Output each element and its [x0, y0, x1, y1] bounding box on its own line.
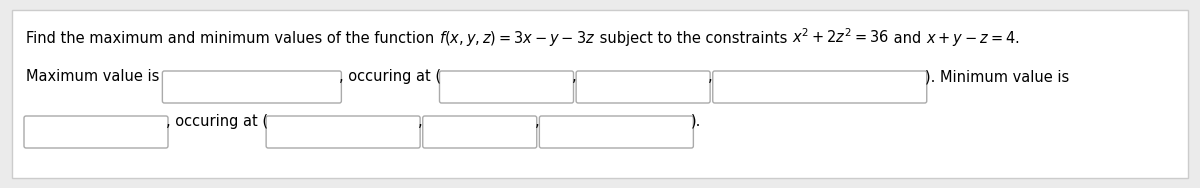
FancyBboxPatch shape — [439, 71, 574, 103]
Text: $x^2 + 2z^2 = 36$: $x^2 + 2z^2 = 36$ — [792, 27, 889, 46]
Text: ,: , — [418, 114, 422, 129]
Text: Find the maximum and minimum values of the function: Find the maximum and minimum values of t… — [26, 31, 439, 46]
FancyBboxPatch shape — [539, 116, 694, 148]
Text: , occuring at (: , occuring at ( — [340, 69, 442, 84]
Text: and: and — [889, 31, 926, 46]
Text: ). Minimum value is: ). Minimum value is — [925, 69, 1069, 84]
Text: subject to the constraints: subject to the constraints — [595, 31, 792, 46]
FancyBboxPatch shape — [713, 71, 926, 103]
Text: ,: , — [571, 69, 576, 84]
Text: Maximum value is: Maximum value is — [26, 69, 160, 84]
Text: ,: , — [535, 114, 539, 129]
FancyBboxPatch shape — [24, 116, 168, 148]
Text: $f(x, y, z) = 3x - y - 3z$: $f(x, y, z) = 3x - y - 3z$ — [439, 29, 595, 48]
FancyBboxPatch shape — [266, 116, 420, 148]
FancyBboxPatch shape — [422, 116, 536, 148]
Text: ).: ). — [691, 114, 702, 129]
FancyBboxPatch shape — [162, 71, 341, 103]
Text: ,: , — [708, 69, 713, 84]
Text: $x + y - z = 4.$: $x + y - z = 4.$ — [926, 29, 1020, 48]
FancyBboxPatch shape — [576, 71, 710, 103]
FancyBboxPatch shape — [12, 10, 1188, 178]
Text: , occuring at (: , occuring at ( — [166, 114, 268, 129]
